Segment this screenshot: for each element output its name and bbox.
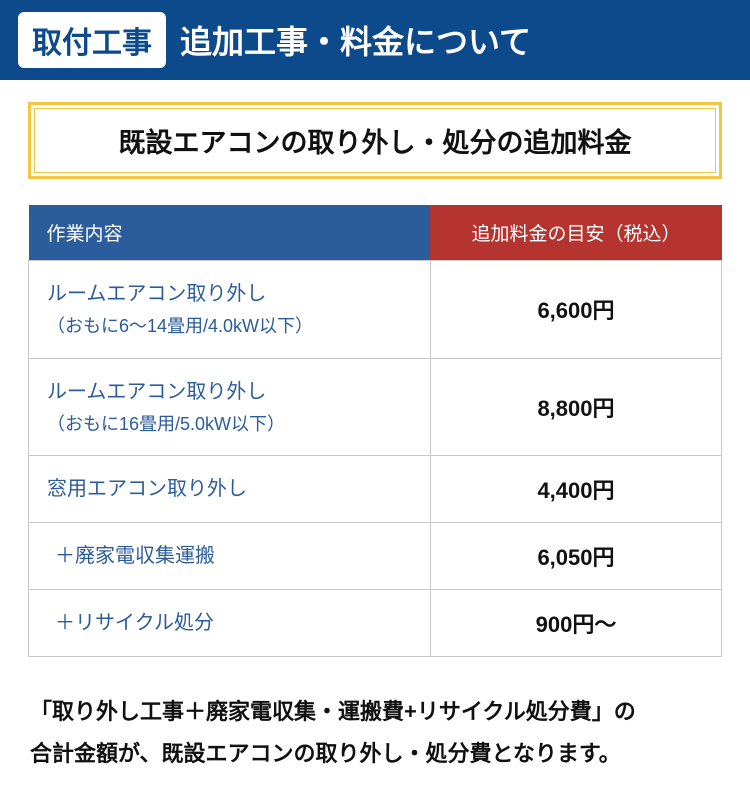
- table-row: ＋廃家電収集運搬 6,050円: [29, 523, 722, 590]
- table-header-work: 作業内容: [29, 205, 431, 261]
- price-cell: 8,800円: [430, 358, 721, 456]
- content-area: 既設エアコンの取り外し・処分の追加料金 作業内容 追加料金の目安（税込） ルーム…: [0, 80, 750, 667]
- price-cell: 4,400円: [430, 456, 721, 523]
- work-line2: （おもに6～14畳用/4.0kW以下）: [47, 311, 412, 342]
- footnote: 「取り外し工事＋廃家電収集・運搬費+リサイクル処分費」の 合計金額が、既設エアコ…: [0, 667, 750, 795]
- price-cell: 900円～: [430, 590, 721, 657]
- table-row: ルームエアコン取り外し（おもに16畳用/5.0kW以下）8,800円: [29, 358, 722, 456]
- work-line1: ルームエアコン取り外し: [47, 277, 412, 311]
- work-cell: ＋廃家電収集運搬: [29, 523, 431, 590]
- header-bar: 取付工事 追加工事・料金について: [0, 0, 750, 80]
- footnote-line2: 合計金額が、既設エアコンの取り外し・処分費となります。: [30, 733, 720, 775]
- work-line2: （おもに16畳用/5.0kW以下）: [47, 409, 412, 440]
- work-line1: ルームエアコン取り外し: [47, 375, 412, 409]
- table-row: 窓用エアコン取り外し 4,400円: [29, 456, 722, 523]
- header-badge: 取付工事: [18, 12, 166, 68]
- price-cell: 6,600円: [430, 261, 721, 359]
- work-cell: ルームエアコン取り外し（おもに16畳用/5.0kW以下）: [29, 358, 431, 456]
- footnote-line1: 「取り外し工事＋廃家電収集・運搬費+リサイクル処分費」の: [30, 691, 720, 733]
- table-body: ルームエアコン取り外し（おもに6～14畳用/4.0kW以下）6,600円ルームエ…: [29, 261, 722, 657]
- subheading-box: 既設エアコンの取り外し・処分の追加料金: [28, 102, 722, 179]
- work-line1: ＋廃家電収集運搬: [47, 539, 412, 573]
- header-title: 追加工事・料金について: [180, 17, 531, 63]
- price-cell: 6,050円: [430, 523, 721, 590]
- table-row: ＋リサイクル処分 900円～: [29, 590, 722, 657]
- subheading-text: 既設エアコンの取り外し・処分の追加料金: [34, 108, 716, 173]
- work-line1: ＋リサイクル処分: [47, 606, 412, 640]
- work-cell: ルームエアコン取り外し（おもに6～14畳用/4.0kW以下）: [29, 261, 431, 359]
- table-row: ルームエアコン取り外し（おもに6～14畳用/4.0kW以下）6,600円: [29, 261, 722, 359]
- table-header-price: 追加料金の目安（税込）: [430, 205, 721, 261]
- work-line1: 窓用エアコン取り外し: [47, 472, 412, 506]
- price-table: 作業内容 追加料金の目安（税込） ルームエアコン取り外し（おもに6～14畳用/4…: [28, 205, 722, 657]
- work-cell: ＋リサイクル処分: [29, 590, 431, 657]
- work-cell: 窓用エアコン取り外し: [29, 456, 431, 523]
